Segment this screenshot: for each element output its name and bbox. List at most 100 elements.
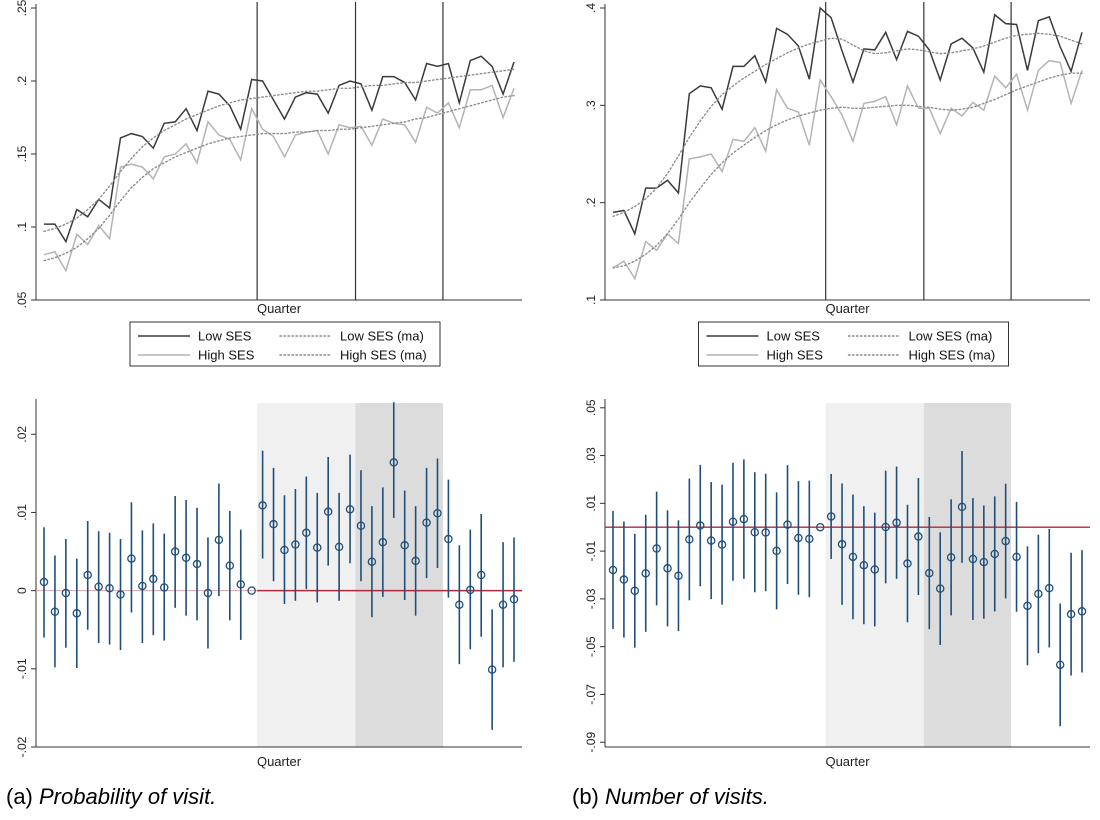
estimate-point — [1077, 607, 1087, 616]
estimate-point — [509, 594, 519, 604]
legend-box — [698, 321, 1009, 367]
y-tick-label: .15 — [15, 145, 29, 162]
caption-b-text: Number of visits. — [605, 784, 769, 809]
estimate-point — [772, 546, 781, 556]
legend-label: High SES (ma) — [340, 348, 427, 363]
x-axis-label: Quarter — [825, 301, 870, 316]
x-axis-label: Quarter — [257, 754, 302, 769]
estimate-point — [258, 501, 267, 510]
panel-a-top-chart: .05 .1 .15 .2 .25 Quarter Low SES Low SES (ma) H… — [15, 0, 522, 367]
estimate-point — [826, 512, 836, 521]
estimate-point — [50, 607, 60, 616]
estimate-point — [892, 518, 901, 527]
estimate-point — [487, 665, 497, 674]
estimate-point — [815, 522, 825, 532]
x-axis-label: Quarter — [825, 754, 870, 769]
y-tick-label: .25 — [15, 0, 29, 16]
estimate-point — [805, 534, 814, 544]
estimate-point — [159, 583, 169, 592]
estimate-point — [280, 545, 289, 555]
estimate-point — [225, 561, 235, 570]
estimate-point — [739, 514, 749, 524]
y-tick-label: .05 — [15, 291, 29, 308]
estimate-point — [794, 533, 803, 543]
y-tick-label: .1 — [15, 222, 29, 232]
estimate-point — [870, 565, 880, 574]
y-tick-label: .4 — [584, 3, 598, 13]
y-tick-label: 0 — [15, 587, 29, 594]
estimate-point — [1001, 536, 1010, 546]
estimate-point — [728, 517, 738, 526]
estimate-point — [269, 519, 278, 529]
panel-b-top-chart: .1 .2 .3 .4 Quarter Low SES Low SES (ma) High S… — [584, 2, 1090, 367]
series-line-high-ses — [612, 59, 1083, 281]
estimate-point — [957, 502, 967, 512]
legend-label: High SES — [198, 348, 255, 363]
estimate-point — [400, 541, 409, 550]
estimate-point — [696, 521, 705, 530]
estimate-point — [214, 535, 224, 545]
estimate-point — [192, 559, 202, 569]
estimate-point — [783, 520, 792, 529]
caption-a-prefix: (a) — [6, 784, 39, 809]
estimate-point — [674, 571, 683, 580]
series-line-high-ses-ma — [612, 72, 1083, 269]
estimate-point — [761, 528, 770, 537]
estimate-point — [61, 588, 71, 598]
estimate-point — [903, 559, 912, 568]
y-tick-label: .03 — [584, 447, 598, 464]
estimate-point — [476, 570, 486, 580]
legend-label: Low SES (ma) — [909, 329, 993, 344]
estimate-point — [411, 556, 420, 566]
estimate-point — [706, 536, 716, 545]
estimate-point — [619, 575, 629, 584]
estimate-point — [946, 553, 956, 562]
caption-a-text: Probability of visit. — [39, 784, 217, 809]
y-tick-label: .2 — [15, 76, 29, 86]
estimate-point — [881, 522, 890, 532]
estimate-point — [968, 554, 978, 564]
legend-box — [129, 321, 441, 367]
estimate-point — [291, 540, 300, 549]
legend: Low SES Low SES (ma) High SES High SES (ma) — [698, 321, 1009, 367]
estimate-point — [302, 528, 311, 538]
estimate-point — [39, 577, 49, 587]
estimate-point — [608, 565, 618, 575]
y-tick-label: -.02 — [15, 736, 29, 757]
y-tick-label: -.05 — [584, 636, 598, 657]
estimate-point — [750, 527, 760, 537]
estimate-point — [422, 518, 431, 527]
x-axis-label: Quarter — [257, 301, 302, 316]
estimate-point — [652, 544, 661, 553]
panel-b-bottom-chart: -.09 -.07 -.05 -.03 -.01 .01 .03 .05 Quarter — [584, 399, 1090, 769]
shaded-period-1 — [923, 403, 1012, 747]
estimate-point — [466, 585, 475, 595]
estimate-point — [105, 584, 114, 593]
y-tick-label: .02 — [15, 426, 29, 443]
estimate-point — [990, 549, 999, 559]
estimate-point — [1066, 609, 1076, 619]
estimate-point — [149, 574, 158, 584]
estimate-point — [345, 505, 355, 514]
estimate-point — [389, 458, 399, 467]
series-line-low-ses — [612, 6, 1083, 237]
estimate-point — [979, 557, 989, 567]
estimate-point — [378, 537, 388, 547]
y-tick-label: -.01 — [15, 658, 29, 679]
legend-label: Low SES — [767, 329, 821, 344]
y-tick-label: -.03 — [584, 588, 598, 609]
estimate-point — [717, 540, 727, 549]
estimate-point — [203, 588, 213, 598]
estimate-point — [1055, 660, 1065, 670]
y-tick-label: -.07 — [584, 684, 598, 705]
estimate-point — [72, 609, 82, 618]
y-tick-label: -.09 — [584, 732, 598, 753]
estimate-point — [334, 542, 344, 552]
caption-a: (a) Probability of visit. — [6, 784, 216, 810]
estimate-point — [83, 570, 92, 580]
estimate-point — [247, 586, 256, 595]
estimate-point — [1012, 552, 1021, 562]
y-tick-label: -.01 — [584, 540, 598, 561]
estimate-point — [498, 600, 508, 609]
series-line-low-ses-ma — [612, 32, 1083, 218]
